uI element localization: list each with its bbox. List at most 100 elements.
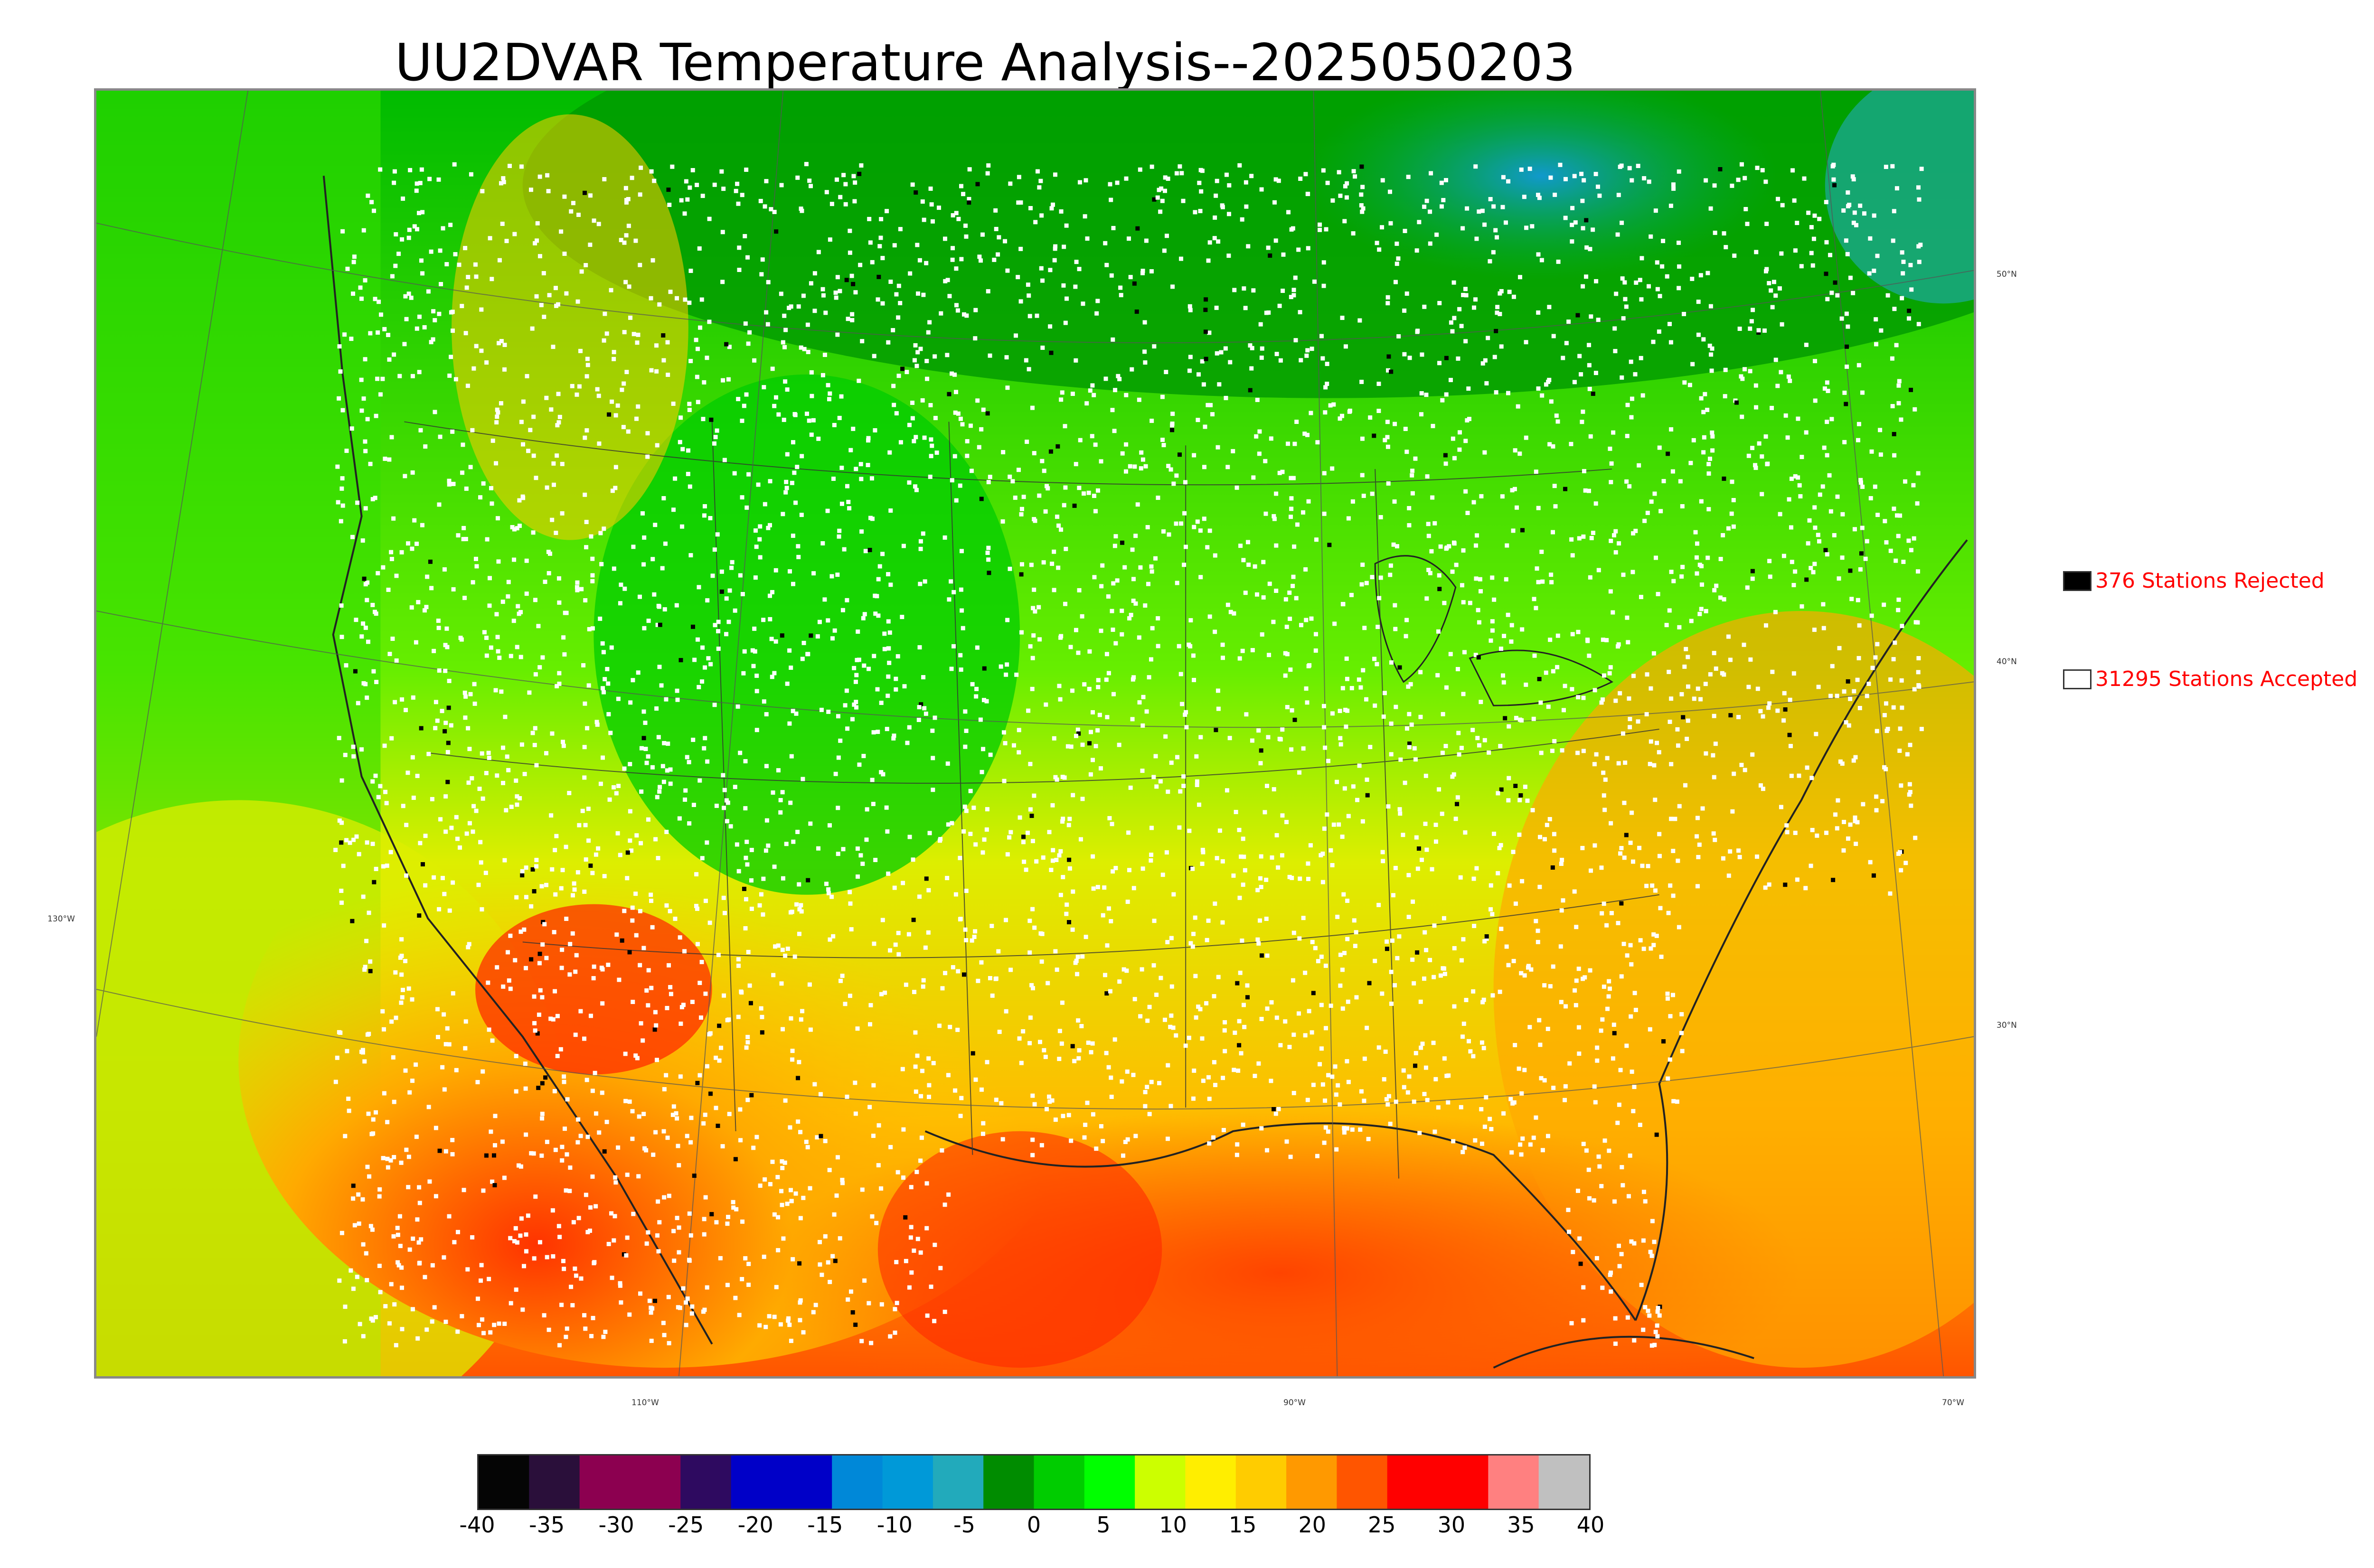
accepted-station-marker: [630, 905, 635, 910]
accepted-station-marker: [1638, 938, 1643, 943]
accepted-station-marker: [624, 200, 629, 205]
accepted-station-marker: [1118, 285, 1123, 290]
accepted-station-marker: [475, 1080, 480, 1084]
accepted-station-marker: [940, 1148, 944, 1153]
accepted-station-marker: [1074, 958, 1079, 963]
accepted-station-marker: [958, 855, 962, 860]
lat-label-50n: 50°N: [1997, 270, 2017, 279]
accepted-station-marker: [1471, 1054, 1476, 1059]
rejected-station-marker: [532, 889, 537, 893]
accepted-station-marker: [1780, 203, 1785, 207]
accepted-station-marker: [1667, 1057, 1672, 1062]
accepted-station-marker: [1264, 310, 1269, 315]
accepted-station-marker: [1554, 413, 1559, 418]
accepted-station-marker: [497, 1321, 501, 1326]
accepted-station-marker: [340, 408, 345, 413]
accepted-station-marker: [1806, 541, 1810, 546]
accepted-station-marker: [1908, 263, 1913, 267]
accepted-station-marker: [1033, 609, 1037, 614]
accepted-station-marker: [1325, 362, 1329, 366]
accepted-station-marker: [544, 883, 548, 887]
accepted-station-marker: [1245, 983, 1250, 988]
accepted-station-marker: [1433, 839, 1438, 844]
accepted-station-marker: [1304, 353, 1309, 358]
accepted-station-marker: [410, 1079, 415, 1083]
accepted-station-marker: [1242, 1024, 1247, 1029]
accepted-station-marker: [390, 274, 395, 279]
accepted-station-marker: [1152, 344, 1157, 349]
accepted-station-marker: [486, 980, 490, 985]
accepted-station-marker: [1255, 888, 1260, 892]
accepted-station-marker: [1593, 1100, 1598, 1105]
accepted-station-marker: [584, 857, 588, 862]
accepted-station-marker: [1215, 856, 1219, 861]
accepted-station-marker: [1018, 200, 1023, 205]
accepted-station-marker: [1619, 974, 1624, 979]
rejected-station-marker: [1455, 802, 1460, 807]
accepted-station-marker: [1623, 761, 1628, 765]
accepted-station-marker: [1024, 358, 1028, 363]
accepted-station-marker: [1748, 657, 1753, 662]
accepted-station-marker: [868, 240, 873, 245]
accepted-station-marker: [1776, 197, 1780, 201]
accepted-station-marker: [746, 1282, 751, 1287]
accepted-station-marker: [1539, 751, 1544, 755]
accepted-station-marker: [1649, 1253, 1654, 1258]
accepted-station-marker: [860, 862, 865, 866]
accepted-station-marker: [1277, 303, 1282, 308]
accepted-station-marker: [1585, 638, 1590, 643]
accepted-station-marker: [964, 808, 969, 813]
accepted-station-marker: [564, 1334, 568, 1339]
rejected-station-marker: [420, 862, 425, 867]
accepted-station-marker: [613, 413, 618, 418]
accepted-station-marker: [1908, 790, 1912, 795]
accepted-station-marker: [561, 1258, 565, 1263]
accepted-station-marker: [939, 311, 943, 316]
accepted-station-marker: [470, 1235, 475, 1239]
accepted-station-marker: [1626, 1194, 1631, 1199]
accepted-station-marker: [926, 330, 931, 335]
accepted-station-marker: [1608, 589, 1613, 594]
accepted-station-marker: [1852, 210, 1857, 215]
accepted-station-marker: [572, 887, 577, 892]
colorbar-tick-label: -15: [807, 1512, 843, 1538]
accepted-station-marker: [646, 968, 651, 973]
accepted-station-marker: [1695, 541, 1699, 546]
accepted-station-marker: [1111, 581, 1116, 586]
accepted-station-marker: [433, 700, 438, 704]
accepted-station-marker: [1334, 1147, 1339, 1152]
accepted-station-marker: [1294, 420, 1299, 424]
accepted-station-marker: [652, 178, 657, 183]
accepted-station-marker: [876, 577, 881, 582]
accepted-station-marker: [1874, 794, 1879, 799]
accepted-station-marker: [776, 1248, 781, 1253]
accepted-station-marker: [980, 770, 984, 774]
accepted-station-marker: [1256, 728, 1261, 733]
accepted-station-marker: [366, 639, 370, 644]
temperature-map[interactable]: [94, 88, 1976, 1379]
accepted-station-marker: [1824, 830, 1828, 835]
accepted-station-marker: [1174, 1033, 1178, 1038]
accepted-station-marker: [1096, 678, 1101, 683]
accepted-station-marker: [780, 1165, 785, 1170]
rejected-station-marker: [708, 1091, 713, 1096]
accepted-station-marker: [1621, 316, 1626, 321]
accepted-station-marker: [1517, 451, 1522, 456]
accepted-station-marker: [1032, 925, 1037, 930]
accepted-station-marker: [391, 1055, 396, 1060]
accepted-station-marker: [1375, 241, 1379, 245]
accepted-station-marker: [1024, 867, 1028, 872]
accepted-station-marker: [842, 547, 847, 552]
accepted-station-marker: [442, 567, 447, 572]
accepted-station-marker: [628, 700, 633, 705]
accepted-station-marker: [1581, 976, 1585, 981]
accepted-station-marker: [1406, 684, 1411, 689]
accepted-station-marker: [1149, 569, 1154, 574]
accepted-station-marker: [1437, 573, 1441, 578]
accepted-station-marker: [406, 541, 411, 546]
accepted-station-marker: [409, 605, 414, 610]
accepted-station-marker: [690, 1000, 695, 1004]
accepted-station-marker: [1338, 952, 1343, 957]
accepted-station-marker: [1504, 220, 1508, 225]
accepted-station-marker: [423, 834, 428, 838]
